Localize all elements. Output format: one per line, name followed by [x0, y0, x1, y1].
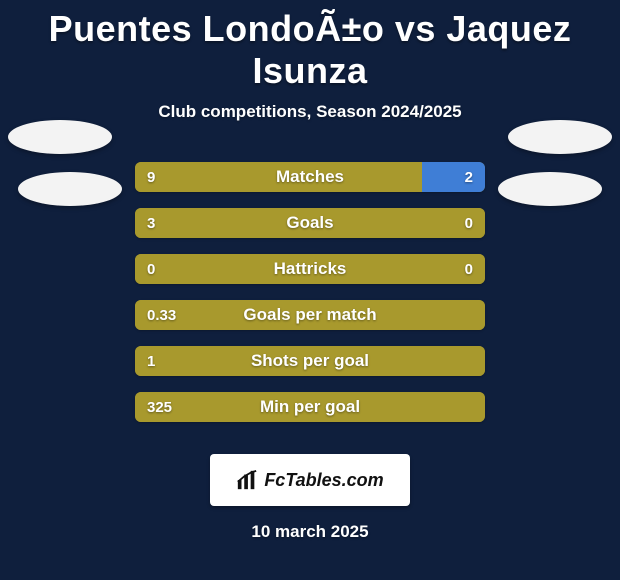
bar-left: [135, 162, 422, 192]
bar-left: [135, 254, 485, 284]
comparison-card: Puentes LondoÃ±o vs Jaquez Isunza Club c…: [0, 0, 620, 580]
stat-row: Goals per match0.33: [0, 292, 620, 338]
brand-logo: FcTables.com: [210, 454, 410, 506]
bar-left: [135, 300, 485, 330]
stat-bar: Matches92: [135, 162, 485, 192]
subtitle: Club competitions, Season 2024/2025: [0, 102, 620, 122]
avatar-placeholder: [508, 120, 612, 154]
footer-date: 10 march 2025: [0, 522, 620, 542]
stat-bar: Goals30: [135, 208, 485, 238]
stat-row: Shots per goal1: [0, 338, 620, 384]
stat-row: Matches92: [0, 154, 620, 200]
stat-row: Hattricks00: [0, 246, 620, 292]
chart-icon: [236, 469, 258, 491]
stat-bar: Min per goal325: [135, 392, 485, 422]
avatar-placeholder: [8, 120, 112, 154]
stat-row: Min per goal325: [0, 384, 620, 430]
stat-bar: Hattricks00: [135, 254, 485, 284]
bar-left: [135, 346, 485, 376]
bar-right: [422, 162, 485, 192]
page-title: Puentes LondoÃ±o vs Jaquez Isunza: [0, 8, 620, 92]
stat-bar: Goals per match0.33: [135, 300, 485, 330]
stat-row: Goals30: [0, 200, 620, 246]
bar-left: [135, 208, 485, 238]
stat-rows: Matches92 Goals30 Hattricks00 Goals per mat…: [0, 154, 620, 430]
stat-bar: Shots per goal1: [135, 346, 485, 376]
bar-left: [135, 392, 485, 422]
brand-text: FcTables.com: [264, 470, 383, 491]
